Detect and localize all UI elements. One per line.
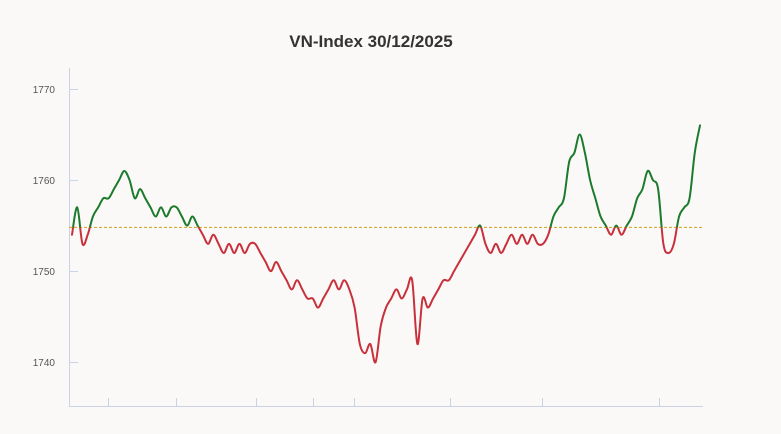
y-tick-label: 1740 — [33, 358, 56, 369]
series-line-below-reference — [71, 227, 678, 364]
series-line-above-reference — [72, 124, 701, 228]
chart-title: VN-Index 30/12/2025 — [289, 32, 452, 51]
y-tick-label: 1760 — [33, 176, 56, 187]
price-series — [71, 124, 701, 364]
x-axis-ticks — [108, 398, 660, 406]
y-tick-label: 1750 — [33, 267, 56, 278]
y-tick-label: 1770 — [33, 85, 56, 96]
y-axis-ticks: 1740 1750 1760 1770 — [33, 85, 78, 369]
